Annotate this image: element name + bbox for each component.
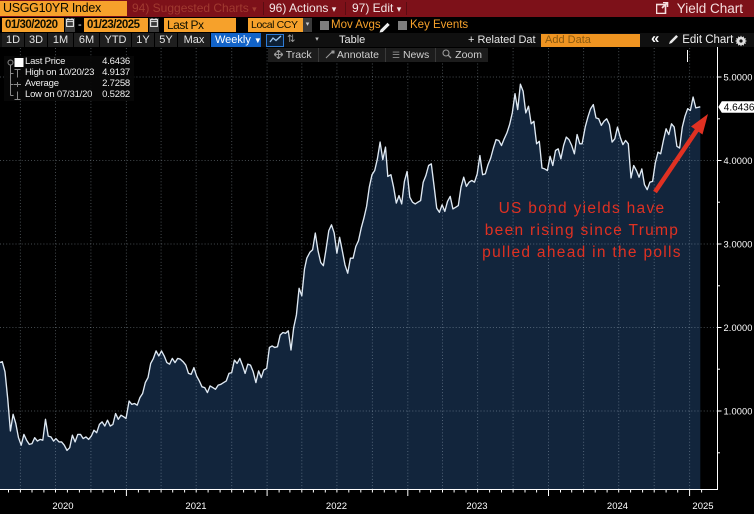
svg-text:2023: 2023: [466, 501, 487, 512]
svg-text:2024: 2024: [607, 501, 628, 512]
svg-text:2.0000: 2.0000: [724, 323, 753, 333]
svg-text:2020: 2020: [52, 501, 73, 512]
svg-text:3.0000: 3.0000: [724, 240, 753, 250]
svg-text:2021: 2021: [185, 501, 206, 512]
svg-text:4.0000: 4.0000: [724, 156, 753, 166]
svg-text:4.6436: 4.6436: [724, 102, 754, 113]
svg-text:5.0000: 5.0000: [724, 72, 753, 82]
svg-text:2025: 2025: [692, 501, 713, 512]
svg-text:2022: 2022: [326, 501, 347, 512]
svg-text:1.0000: 1.0000: [724, 407, 753, 417]
